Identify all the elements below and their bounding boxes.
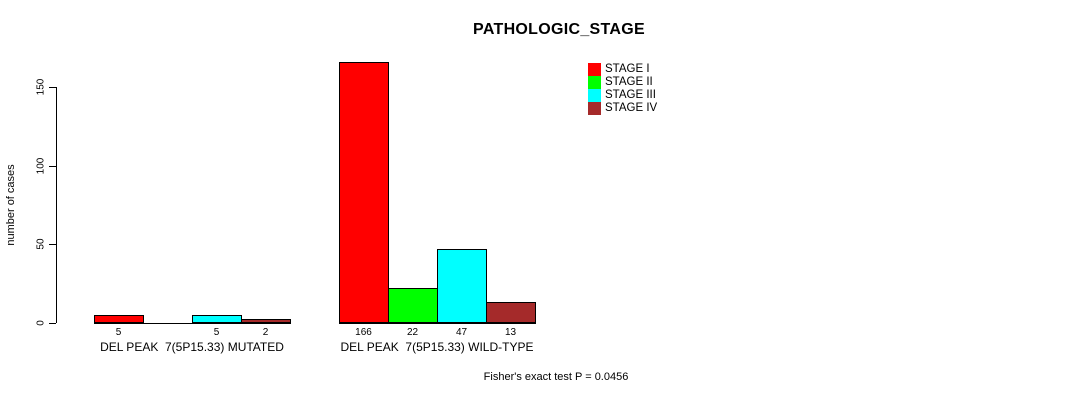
legend-label: STAGE III — [605, 89, 656, 101]
legend-swatch — [588, 63, 601, 76]
bar-value-label: 5 — [213, 326, 220, 338]
legend-label: STAGE IV — [605, 102, 658, 114]
y-tick-label: 0 — [35, 319, 47, 326]
y-tick-label: 150 — [35, 78, 47, 96]
bar-value-label: 2 — [262, 326, 269, 338]
legend-swatch — [588, 89, 601, 102]
bar-value-label: 47 — [455, 326, 468, 338]
bar-stage-i — [94, 314, 144, 324]
bar-stage-iv — [486, 302, 536, 324]
x-group-label: DEL PEAK 7(5P15.33) WILD-TYPE — [340, 340, 534, 354]
legend-label: STAGE II — [605, 76, 653, 88]
legend-item: STAGE IV — [588, 102, 657, 115]
bar-stage-iii — [192, 314, 242, 324]
legend-label: STAGE I — [605, 63, 650, 75]
bar-stage-ii — [388, 287, 438, 324]
y-axis-line — [56, 87, 57, 323]
legend-swatch — [588, 102, 601, 115]
legend-swatch — [588, 76, 601, 89]
bar-stage-iii — [437, 248, 487, 324]
bar-value-label: 13 — [504, 326, 517, 338]
bar-value-label: 22 — [406, 326, 419, 338]
x-group-label: DEL PEAK 7(5P15.33) MUTATED — [100, 340, 284, 354]
bar-stage-i — [339, 61, 389, 324]
legend-item: STAGE II — [588, 76, 657, 89]
bar-stage-iv — [241, 319, 291, 324]
bar-value-label: 166 — [355, 326, 372, 338]
y-tick-label: 100 — [35, 157, 47, 174]
legend-item: STAGE I — [588, 63, 657, 76]
bar-value-label: 5 — [115, 326, 122, 338]
chart-title: PATHOLOGIC_STAGE — [473, 21, 645, 38]
legend-item: STAGE III — [588, 89, 657, 102]
y-axis-tick — [49, 165, 56, 167]
y-axis-tick — [49, 322, 56, 324]
legend: STAGE I STAGE II STAGE III STAGE IV — [588, 63, 657, 115]
y-tick-label: 50 — [35, 238, 47, 250]
stat-annotation: Fisher's exact test P = 0.0456 — [483, 371, 629, 383]
y-axis-tick — [49, 244, 56, 245]
y-axis-tick — [49, 87, 56, 88]
